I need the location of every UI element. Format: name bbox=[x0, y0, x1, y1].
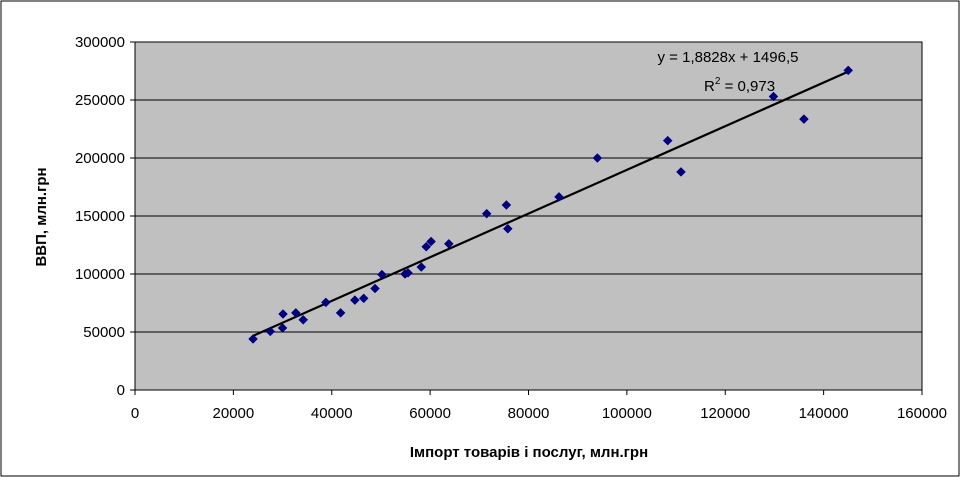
x-tick-label: 80000 bbox=[508, 405, 550, 422]
data-point bbox=[421, 241, 432, 252]
data-point bbox=[403, 267, 413, 278]
y-tick-label: 300000 bbox=[75, 34, 125, 51]
data-point bbox=[481, 208, 492, 219]
data-point bbox=[290, 308, 301, 318]
data-point bbox=[377, 269, 387, 280]
data-point bbox=[335, 308, 346, 318]
y-tick-label: 50000 bbox=[83, 324, 125, 341]
data-point bbox=[278, 309, 288, 319]
r2-value: = 0,973 bbox=[720, 78, 775, 95]
data-point bbox=[592, 153, 603, 163]
x-tick-label: 60000 bbox=[409, 405, 451, 422]
y-axis-ticks: 0 50000 100000 150000 200000 250000 300000 bbox=[75, 34, 135, 399]
data-point bbox=[799, 114, 809, 124]
x-axis-ticks: 0 20000 40000 60000 80000 100000 120000 140000 1… bbox=[131, 390, 947, 422]
x-tick-label: 120000 bbox=[700, 405, 750, 422]
data-point bbox=[277, 323, 288, 333]
data-point bbox=[501, 200, 512, 210]
x-tick-label: 140000 bbox=[799, 405, 849, 422]
data-point bbox=[320, 297, 331, 308]
x-tick-label: 160000 bbox=[897, 405, 947, 422]
data-points bbox=[248, 65, 854, 344]
data-point bbox=[662, 135, 673, 146]
data-point bbox=[248, 334, 258, 344]
data-point bbox=[554, 192, 564, 202]
y-tick-label: 150000 bbox=[75, 208, 125, 225]
x-tick-label: 100000 bbox=[602, 405, 652, 422]
trendline-group bbox=[252, 70, 849, 337]
y-tick-label: 200000 bbox=[75, 150, 125, 167]
data-point bbox=[843, 65, 854, 76]
data-point bbox=[768, 91, 779, 102]
y-tick-label: 0 bbox=[117, 382, 125, 399]
data-point bbox=[502, 223, 513, 234]
x-axis-title: Імпорт товарів і послуг, млн.грн bbox=[410, 444, 648, 461]
data-point bbox=[358, 293, 369, 304]
y-tick-label: 100000 bbox=[75, 266, 125, 283]
trendline bbox=[252, 70, 849, 337]
r2-superscript: 2 bbox=[715, 76, 721, 87]
data-point bbox=[443, 238, 454, 249]
y-axis-title: ВВП, млн.грн bbox=[33, 167, 50, 266]
data-point bbox=[265, 326, 276, 337]
data-point bbox=[370, 283, 380, 294]
x-tick-label: 20000 bbox=[213, 405, 255, 422]
r2-symbol: R bbox=[704, 78, 715, 95]
y-tick-label: 250000 bbox=[75, 92, 125, 109]
data-point bbox=[416, 262, 427, 272]
data-point bbox=[676, 167, 686, 177]
data-point bbox=[426, 236, 436, 247]
data-point bbox=[298, 314, 309, 325]
x-tick-label: 0 bbox=[131, 405, 139, 422]
x-tick-label: 40000 bbox=[311, 405, 353, 422]
trendline-r2: R2 = 0,973 bbox=[704, 76, 775, 95]
data-point bbox=[350, 295, 360, 305]
trendline-equation: y = 1,8828x + 1496,5 bbox=[658, 49, 799, 66]
